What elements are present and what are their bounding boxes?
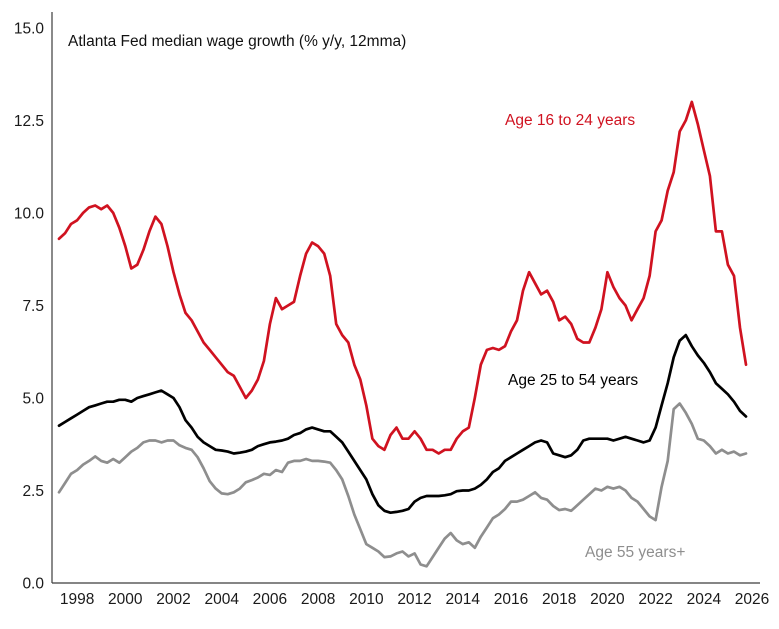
- y-tick-label: 15.0: [14, 20, 45, 37]
- x-tick-label: 2002: [156, 591, 190, 608]
- y-tick-label: 7.5: [22, 298, 44, 315]
- series-label-age-55-plus: Age 55 years+: [585, 544, 686, 561]
- line-age-25-54: [57, 333, 748, 515]
- x-tick-label: 2016: [494, 591, 528, 608]
- x-tick-label: 2008: [301, 591, 335, 608]
- chart-title: Atlanta Fed median wage growth (% y/y, 1…: [68, 33, 407, 50]
- line-age-55-plus: [57, 402, 748, 568]
- x-tick-label: 2018: [542, 591, 576, 608]
- x-tick-label: 2006: [253, 591, 287, 608]
- x-tick-label: 1998: [60, 591, 94, 608]
- y-tick-label: 10.0: [14, 205, 45, 222]
- x-tick-label: 2014: [446, 591, 481, 608]
- y-tick-label: 2.5: [22, 483, 44, 500]
- x-tick-label: 2022: [638, 591, 672, 608]
- y-tick-label: 0.0: [22, 576, 44, 593]
- x-tick-label: 2010: [349, 591, 384, 608]
- y-tick-label: 12.5: [14, 113, 44, 130]
- x-tick-label: 2004: [204, 591, 239, 608]
- series-label-age-25-54: Age 25 to 54 years: [508, 372, 639, 389]
- x-tick-label: 2020: [590, 591, 625, 608]
- x-tick-label: 2026: [735, 591, 769, 608]
- y-tick-label: 5.0: [22, 390, 44, 407]
- x-tick-label: 2024: [687, 591, 722, 608]
- x-tick-label: 2000: [108, 591, 143, 608]
- x-tick-label: 2012: [397, 591, 431, 608]
- series-label-age-16-24: Age 16 to 24 years: [505, 112, 636, 129]
- line-age-16-24: [57, 100, 748, 455]
